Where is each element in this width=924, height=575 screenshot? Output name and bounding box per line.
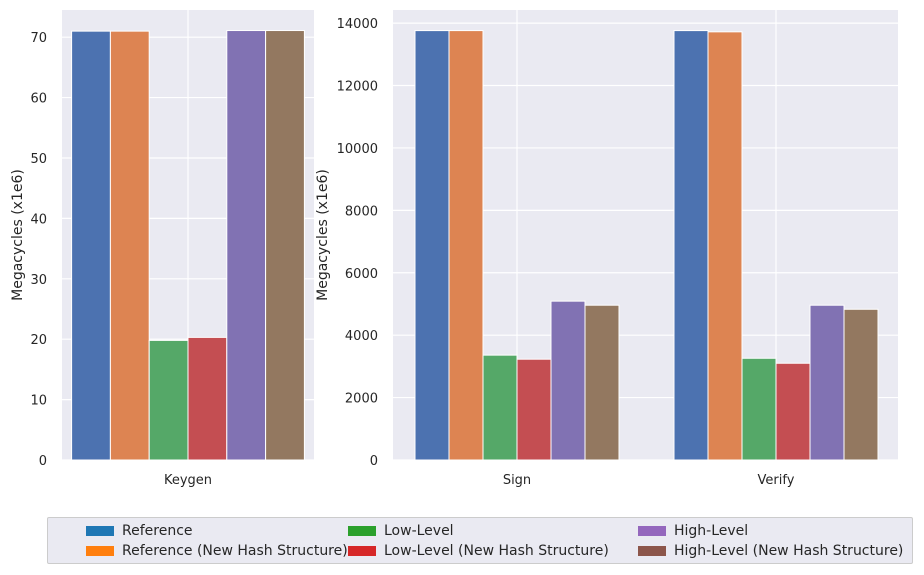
bar-sign-series-3 xyxy=(482,354,518,461)
bar-sign-series-2 xyxy=(448,30,484,461)
bar-verify-series-4 xyxy=(775,362,811,461)
y-tick-label: 12000 xyxy=(337,80,378,95)
legend-item-reference: Reference xyxy=(86,521,193,541)
legend: Reference Reference (New Hash Structure)… xyxy=(47,517,913,564)
y-tick-label: 6000 xyxy=(345,267,378,282)
y-tick-label: 0 xyxy=(370,454,378,469)
y-tick-label: 60 xyxy=(30,92,47,107)
bar-keygen-series-2 xyxy=(109,30,150,461)
bar-keygen-series-6 xyxy=(265,30,305,461)
legend-swatch xyxy=(86,546,114,556)
legend-item-high-level-new-hash: High-Level (New Hash Structure) xyxy=(638,541,903,561)
y-tick-label: 4000 xyxy=(345,329,378,344)
y-axis-label: Megacycles (x1e6) xyxy=(10,169,26,301)
bar-sign-series-6 xyxy=(584,304,620,461)
legend-swatch xyxy=(86,526,114,536)
bar-verify-series-2 xyxy=(707,31,743,461)
legend-label: High-Level xyxy=(674,523,749,539)
legend-swatch xyxy=(348,546,376,556)
bar-verify-series-6 xyxy=(843,308,879,461)
legend-label: Low-Level xyxy=(384,523,454,539)
bar-keygen-series-5 xyxy=(226,30,267,461)
legend-swatch xyxy=(348,526,376,536)
y-axis-label: Megacycles (x1e6) xyxy=(315,169,331,301)
y-tick-label: 10 xyxy=(30,394,47,409)
bar-keygen-series-4 xyxy=(187,336,228,461)
legend-item-reference-new-hash: Reference (New Hash Structure) xyxy=(86,541,348,561)
legend-item-low-level-new-hash: Low-Level (New Hash Structure) xyxy=(348,541,609,561)
keygen-chart: 0 10 20 30 40 50 60 70 Keygen Megacycles (x1e6) xyxy=(10,10,314,488)
y-tick-label: 50 xyxy=(30,152,47,167)
y-tick-label: 14000 xyxy=(337,17,378,32)
bar-verify-series-3 xyxy=(741,357,777,461)
y-tick-label: 0 xyxy=(39,454,47,469)
x-tick-label: Sign xyxy=(503,473,531,488)
legend-label: High-Level (New Hash Structure) xyxy=(674,543,904,559)
legend-label: Reference (New Hash Structure) xyxy=(122,543,348,559)
y-tick-label: 20 xyxy=(30,333,47,348)
bar-sign-series-4 xyxy=(516,358,552,461)
legend-swatch xyxy=(638,546,666,556)
x-tick-label: Keygen xyxy=(164,473,212,488)
bar-keygen-series-3 xyxy=(148,339,189,461)
legend-label: Low-Level (New Hash Structure) xyxy=(384,543,609,559)
y-tick-label: 40 xyxy=(30,212,47,227)
y-tick-label: 8000 xyxy=(345,204,378,219)
legend-item-high-level: High-Level xyxy=(638,521,748,541)
bar-keygen-series-1 xyxy=(71,30,111,461)
y-tick-label: 30 xyxy=(30,273,47,288)
bar-verify-series-5 xyxy=(809,304,845,461)
bar-verify-series-1 xyxy=(673,30,709,461)
sign-verify-chart: 0 2000 4000 6000 8000 10000 12000 14000 Sign Veri… xyxy=(315,10,898,488)
bar-sign-series-5 xyxy=(550,300,586,461)
bar-sign-series-1 xyxy=(414,30,450,461)
legend-label: Reference xyxy=(122,523,193,539)
y-tick-label: 2000 xyxy=(345,392,378,407)
x-tick-label: Verify xyxy=(758,473,795,488)
y-tick-label: 10000 xyxy=(337,142,378,157)
y-tick-label: 70 xyxy=(30,31,47,46)
legend-item-low-level: Low-Level xyxy=(348,521,454,541)
legend-swatch xyxy=(638,526,666,536)
